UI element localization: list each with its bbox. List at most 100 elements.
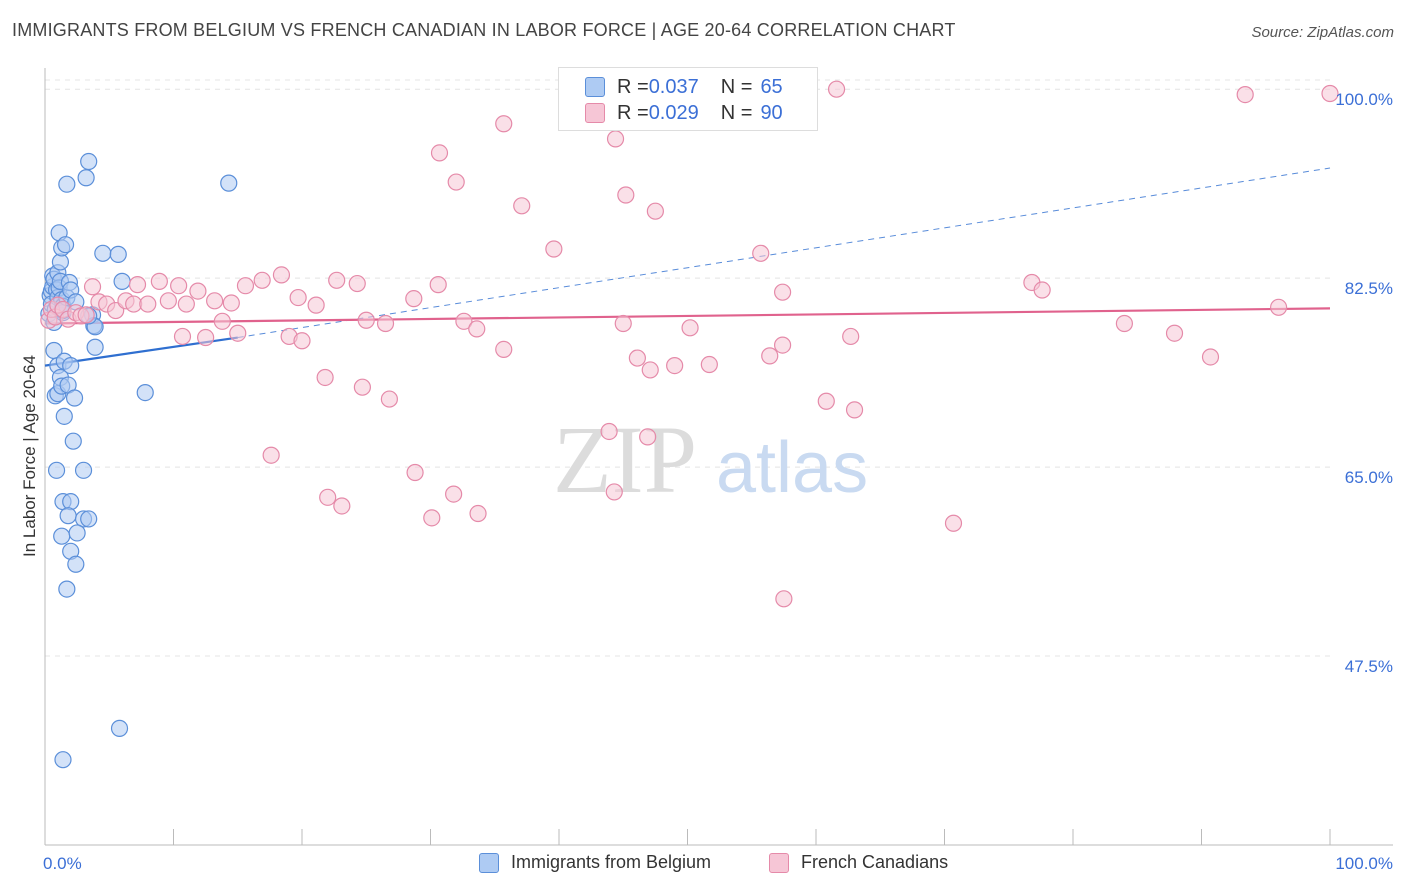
- watermark-zip: ZIP: [553, 406, 697, 513]
- legend-row-french: R = 0.029 N = 90: [585, 100, 783, 126]
- belgium-point: [55, 407, 73, 425]
- french-canadian-point: [128, 276, 147, 294]
- data-points: [40, 80, 1339, 769]
- french-canadian-point: [605, 483, 623, 501]
- french-canadian-point: [944, 514, 963, 532]
- french-canadian-point: [262, 446, 280, 464]
- belgium-point: [62, 493, 80, 511]
- french-r-label: R =: [617, 101, 649, 124]
- french-canadian-point: [429, 276, 447, 294]
- french-canadian-point: [639, 428, 657, 446]
- french-canadian-point: [139, 295, 157, 313]
- belgium-point: [113, 272, 131, 290]
- axes: [44, 68, 1393, 846]
- french-canadian-point: [845, 401, 864, 419]
- french-canadian-point: [333, 497, 351, 515]
- french-canadian-point: [641, 361, 659, 379]
- french-canadian-point: [380, 390, 398, 408]
- belgium-point: [80, 510, 98, 528]
- french-canadian-point: [423, 509, 441, 527]
- french-canadian-point: [406, 463, 424, 482]
- tick-labels: 47.5% 65.0% 82.5% 100.0% 0.0% 100.0%: [43, 90, 1393, 873]
- french-canadian-point: [348, 274, 366, 293]
- french-legend-swatch: [769, 852, 789, 873]
- french-canadian-point: [173, 327, 192, 346]
- belgium-n-label: N =: [720, 75, 753, 98]
- french-canadian-point: [1321, 84, 1339, 103]
- french-canadian-point: [1165, 324, 1184, 342]
- chart-title: IMMIGRANTS FROM BELGIUM VS FRENCH CANADI…: [12, 20, 956, 40]
- legend-item-french[interactable]: French Canadians: [769, 852, 948, 873]
- belgium-trend-extension: [237, 167, 1331, 339]
- french-canadian-point: [1236, 85, 1254, 104]
- french-canadian-point: [1269, 298, 1288, 316]
- french-canadian-point: [253, 271, 271, 289]
- french-canadian-point: [1201, 348, 1220, 366]
- belgium-point: [68, 524, 86, 542]
- french-canadian-point: [159, 292, 177, 310]
- french-canadian-point: [606, 130, 625, 148]
- french-canadian-point: [646, 202, 664, 220]
- french-canadian-point: [272, 266, 291, 284]
- belgium-legend-label: Immigrants from Belgium: [511, 852, 712, 872]
- belgium-point: [62, 357, 80, 375]
- french-canadian-trend-line: [44, 307, 1331, 325]
- legend-item-belgium[interactable]: Immigrants from Belgium: [479, 852, 711, 873]
- french-canadian-point: [495, 340, 513, 359]
- y-tick-label: 82.5%: [1345, 279, 1393, 298]
- french-canadian-point: [614, 314, 632, 333]
- y-tick-label: 100.0%: [1335, 90, 1393, 109]
- french-canadian-point: [206, 292, 224, 310]
- belgium-point: [59, 507, 77, 525]
- source-label: Source: ZipAtlas.com: [1251, 24, 1394, 41]
- belgium-legend-swatch: [479, 852, 499, 873]
- belgium-r-value: 0.037: [648, 75, 699, 98]
- french-canadian-point: [376, 314, 395, 333]
- french-legend-label: French Canadians: [801, 852, 949, 872]
- french-canadian-point: [316, 368, 334, 387]
- french-canadian-point: [430, 144, 449, 162]
- french-canadian-point: [628, 349, 646, 367]
- belgium-point: [110, 719, 129, 737]
- french-canadian-point: [600, 422, 618, 441]
- french-canadian-point: [455, 312, 473, 330]
- x-tick-label: 0.0%: [43, 854, 82, 873]
- french-canadian-point: [222, 294, 240, 312]
- french-canadian-point: [1115, 314, 1134, 333]
- french-canadian-point: [775, 590, 793, 608]
- french-canadian-point: [817, 392, 835, 410]
- french-canadian-point: [328, 271, 346, 289]
- french-canadian-point: [405, 290, 423, 308]
- belgium-r-label: R =: [617, 75, 649, 98]
- french-canadian-point: [842, 327, 860, 346]
- french-canadian-point: [213, 312, 231, 330]
- french-canadian-point: [1033, 281, 1051, 299]
- belgium-point: [80, 152, 98, 171]
- grid-lines: [45, 79, 1330, 657]
- french-r-value: 0.029: [648, 101, 699, 124]
- belgium-point: [58, 580, 76, 598]
- belgium-point: [109, 245, 127, 263]
- french-canadian-point: [197, 328, 215, 347]
- french-canadian-point: [447, 173, 465, 191]
- french-canadian-point: [773, 283, 792, 301]
- watermark-atlas: atlas: [716, 428, 868, 508]
- french-canadian-point: [319, 488, 337, 506]
- y-tick-label: 65.0%: [1345, 468, 1393, 487]
- french-canadian-point: [773, 336, 792, 354]
- belgium-point: [94, 244, 112, 262]
- belgium-point: [220, 174, 238, 192]
- french-canadian-point: [513, 197, 531, 215]
- french-canadian-point: [827, 80, 846, 98]
- belgium-point: [74, 461, 93, 479]
- french-canadian-point: [495, 115, 513, 133]
- french-swatch: [585, 103, 605, 123]
- french-canadian-point: [150, 272, 168, 290]
- y-tick-label: 47.5%: [1345, 657, 1393, 676]
- french-canadian-point: [469, 504, 487, 523]
- belgium-n-value: 65: [760, 75, 783, 98]
- french-canadian-point: [761, 347, 779, 365]
- french-canadian-point: [353, 378, 371, 396]
- french-canadian-point: [681, 319, 699, 337]
